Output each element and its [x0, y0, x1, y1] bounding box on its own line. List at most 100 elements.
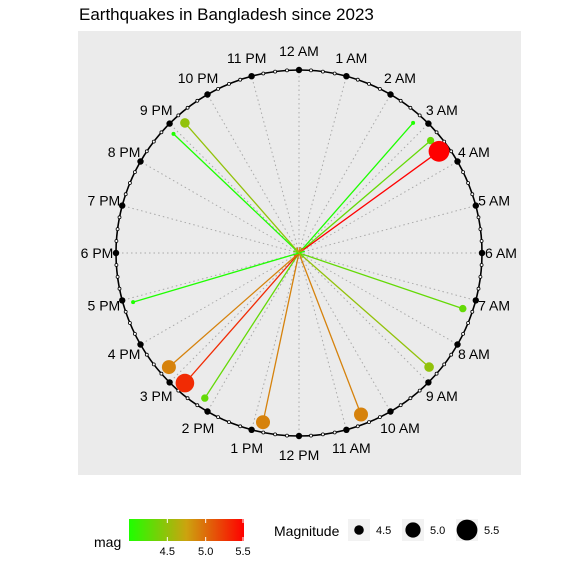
size-key-label-2: 5.5: [484, 525, 499, 537]
minor-tick-9: [398, 98, 403, 103]
hour-label-23: 11 PM: [227, 50, 266, 66]
hour-label-7: 7 AM: [478, 297, 510, 313]
minor-tick-26: [478, 274, 483, 279]
minor-tick-82: [151, 139, 156, 144]
event-point-2: [428, 140, 450, 162]
minor-tick-54: [227, 420, 231, 425]
hour-dot-6: [478, 249, 486, 257]
minor-tick-35: [434, 371, 439, 376]
minor-tick-41: [377, 415, 382, 420]
size-key-dot-2: [456, 519, 478, 541]
minor-tick-86: [185, 105, 190, 110]
minor-tick-55: [216, 415, 221, 420]
minor-tick-21: [476, 215, 481, 220]
hour-dot-3: [425, 120, 432, 127]
hour-dot-7: [472, 297, 479, 304]
minor-tick-6: [367, 82, 371, 86]
legend: mag 4.5 5.0 5.5 Magnitude 4.5 5.0 5.5: [94, 519, 499, 558]
event-point-8: [175, 373, 195, 393]
event-point-4: [424, 362, 434, 372]
hour-dot-13: [248, 426, 255, 433]
hour-dot-8: [454, 341, 461, 348]
minor-tick-62: [151, 362, 156, 367]
minor-tick-69: [117, 286, 122, 291]
hour-label-12: 12 PM: [279, 447, 319, 463]
event-point-5: [354, 407, 368, 422]
color-legend-title: mag: [94, 534, 121, 550]
minor-tick-1: [309, 68, 313, 73]
event-line-8: [184, 248, 304, 384]
minor-tick-42: [367, 420, 371, 425]
minor-tick-39: [398, 403, 403, 408]
size-key-label-0: 4.5: [376, 525, 391, 537]
minor-tick-43: [355, 424, 360, 429]
hour-dot-20: [137, 158, 144, 165]
hour-label-17: 5 PM: [88, 297, 121, 313]
hour-label-18: 6 PM: [81, 245, 114, 261]
minor-tick-10: [408, 105, 413, 110]
event-line-11: [173, 133, 304, 258]
minor-tick-66: [127, 321, 132, 325]
gridline-21: [169, 123, 300, 254]
hour-label-13: 1 PM: [230, 440, 263, 456]
minor-tick-33: [449, 352, 454, 357]
hour-label-19: 7 PM: [88, 193, 121, 209]
minor-tick-25: [479, 263, 484, 267]
event-line-9: [168, 248, 304, 368]
hour-dot-19: [119, 202, 126, 209]
colorbar-tick-label-0: 4.5: [160, 546, 175, 558]
hour-labels: 12 AM 1 AM 2 AM 3 AM 4 AM 5 AM 6 AM 7 AM 8 AM 9 A…: [81, 43, 517, 463]
event-point-1: [426, 136, 435, 145]
clock-face: [112, 66, 486, 440]
minor-tick-87: [195, 98, 200, 103]
minor-tick-73: [114, 239, 119, 243]
event-point-3: [459, 304, 467, 313]
radial-gridlines: [116, 70, 482, 436]
event-line-1: [293, 140, 432, 258]
minor-tick-47: [309, 433, 313, 438]
minor-tick-53: [238, 424, 243, 429]
event-line-0: [294, 122, 414, 258]
hour-dot-4: [454, 158, 461, 165]
minor-tick-31: [461, 331, 466, 336]
minor-tick-50: [273, 432, 278, 437]
minor-tick-85: [176, 113, 181, 118]
hour-label-10: 10 AM: [380, 420, 420, 436]
minor-tick-38: [408, 396, 413, 401]
event-point-10: [131, 300, 136, 305]
minor-tick-75: [117, 215, 122, 220]
gridline-9: [298, 252, 429, 383]
minor-tick-15: [449, 149, 454, 154]
minor-tick-78: [127, 181, 132, 185]
event-line-5: [296, 247, 362, 415]
hour-dot-2: [387, 91, 394, 98]
minor-tick-58: [185, 396, 190, 401]
hour-label-6: 6 AM: [485, 245, 517, 261]
colorbar-tick-label-1: 5.0: [198, 546, 213, 558]
hour-label-5: 5 AM: [478, 193, 510, 209]
minor-tick-22: [478, 227, 483, 232]
minor-tick-11: [417, 113, 422, 118]
minor-tick-51: [261, 430, 266, 435]
hour-dot-14: [204, 408, 211, 415]
hour-dot-12: [295, 432, 303, 440]
minor-tick-90: [227, 82, 231, 86]
minor-tick-83: [159, 130, 164, 135]
minor-tick-71: [114, 263, 119, 267]
hour-label-8: 8 AM: [458, 346, 490, 362]
hour-dot-21: [166, 120, 173, 127]
gridline-15: [169, 252, 300, 383]
hour-label-3: 3 AM: [426, 102, 458, 118]
chart-title: Earthquakes in Bangladesh since 2023: [79, 5, 374, 24]
event-line-3: [293, 250, 464, 310]
hour-dot-16: [137, 341, 144, 348]
hour-dot-5: [472, 202, 479, 209]
event-point-9: [161, 360, 176, 375]
minor-tick-27: [476, 286, 481, 291]
hour-dot-18: [112, 249, 120, 257]
event-line-2: [293, 150, 440, 258]
event-line-6: [262, 246, 301, 423]
minor-tick-5: [355, 77, 360, 82]
minor-tick-93: [261, 71, 266, 76]
